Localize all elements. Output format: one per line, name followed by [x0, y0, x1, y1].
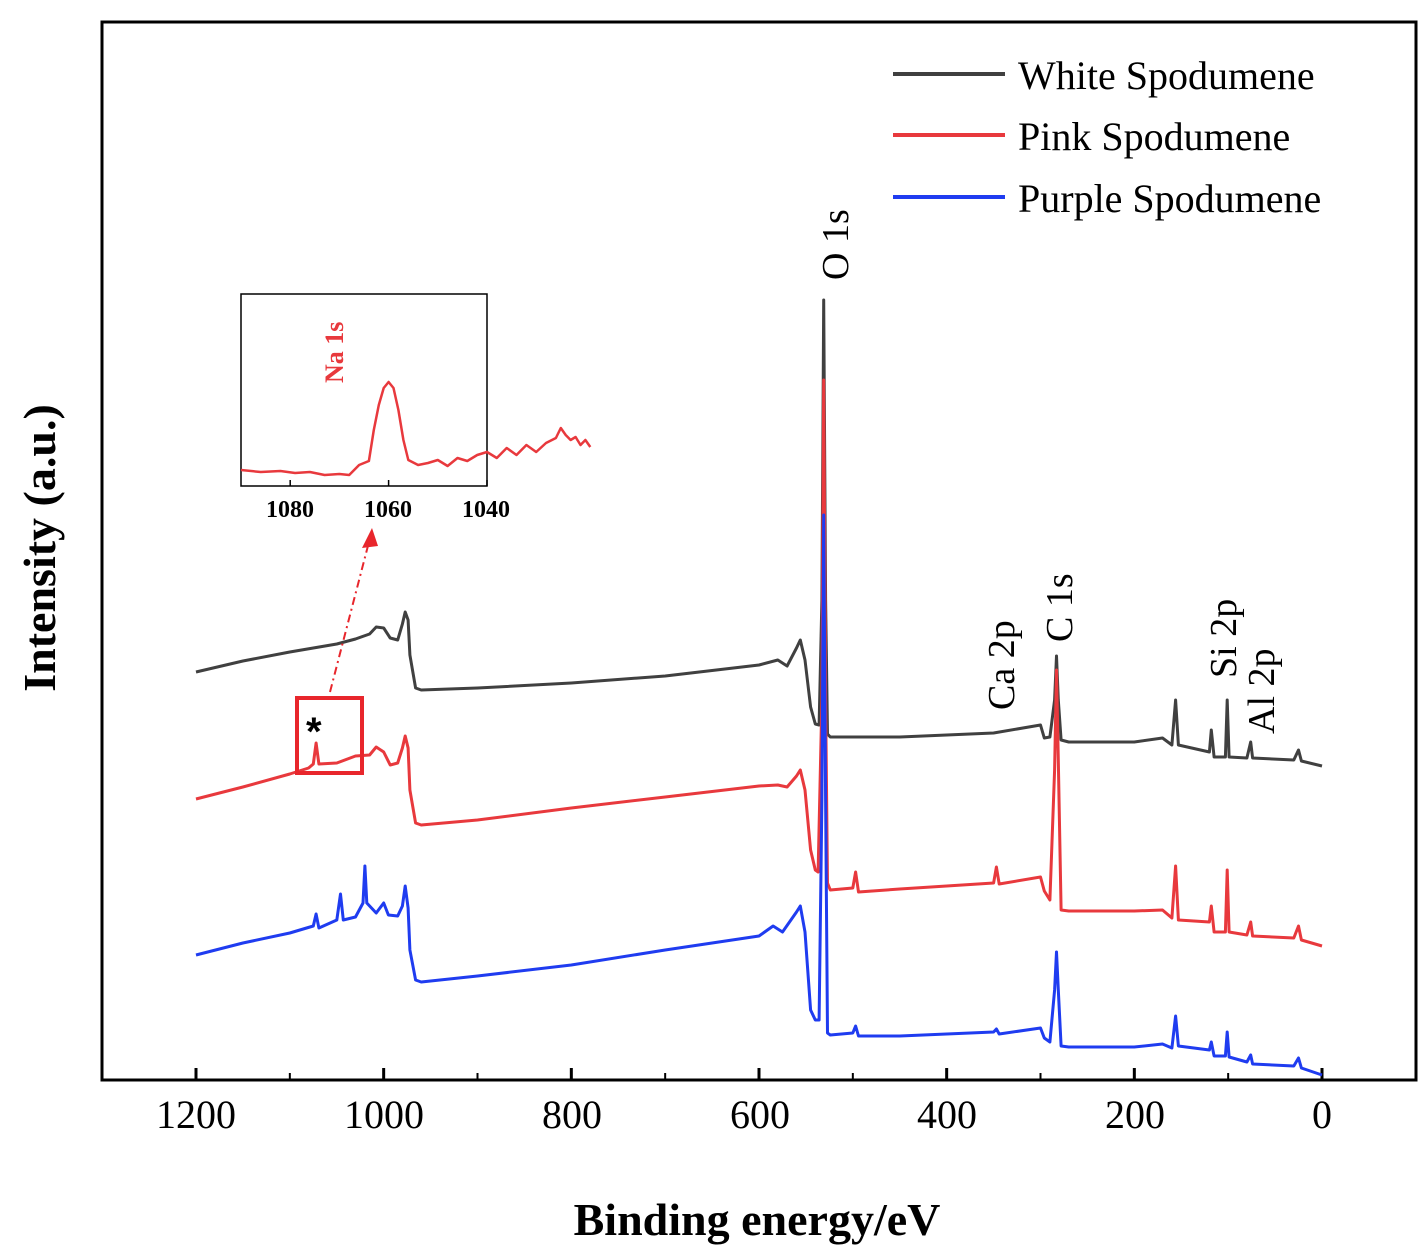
spectra-lines — [195, 298, 1323, 1077]
asterisk-marker: * — [306, 710, 322, 754]
x-tick-label: 0 — [1312, 1092, 1332, 1137]
inset-peak-label: Na 1s — [320, 322, 349, 383]
x-tick-label: 1000 — [344, 1092, 424, 1137]
legend-label-purple: Purple Spodumene — [1018, 176, 1321, 221]
x-tick-label: 800 — [542, 1092, 602, 1137]
series-line-white-spodumene — [195, 298, 1323, 768]
legend-label-pink: Pink Spodumene — [1018, 114, 1290, 159]
inset-chart: Na 1s 1080 1060 1040 — [240, 293, 592, 523]
series-line-purple-spodumene — [195, 513, 1323, 1077]
y-axis-title: Intensity (a.u.) — [14, 404, 65, 692]
inset-frame — [240, 293, 488, 487]
inset-line-na1s — [240, 380, 592, 477]
peak-label-o1s: O 1s — [815, 209, 857, 280]
peak-label-al2p: Al 2p — [1241, 649, 1283, 735]
inset-x-tick-label: 1040 — [462, 497, 510, 523]
inset-x-tick-label: 1080 — [266, 497, 314, 523]
x-axis-ticks — [194, 1068, 1324, 1080]
peak-label-ca2p: Ca 2p — [981, 620, 1023, 710]
na-highlight-box — [295, 696, 364, 775]
x-tick-label: 1200 — [156, 1092, 236, 1137]
x-axis-title: Binding energy/eV — [574, 1194, 941, 1245]
x-tick-label: 200 — [1105, 1092, 1165, 1137]
inset-pointer-arrowhead — [362, 528, 378, 548]
x-axis-tick-labels: 1200 1000 800 600 400 200 0 — [156, 1092, 1332, 1137]
inset-pointer-line — [329, 537, 371, 693]
x-tick-label: 600 — [730, 1092, 790, 1137]
inset-x-tick-label: 1060 — [364, 497, 412, 523]
peak-label-si2p: Si 2p — [1203, 599, 1245, 678]
inset-x-ticks — [289, 480, 488, 486]
x-tick-label: 400 — [917, 1092, 977, 1137]
legend-label-white: White Spodumene — [1018, 53, 1315, 98]
peak-label-c1s: C 1s — [1039, 573, 1081, 642]
legend: White Spodumene Pink Spodumene Purple Sp… — [893, 53, 1321, 221]
